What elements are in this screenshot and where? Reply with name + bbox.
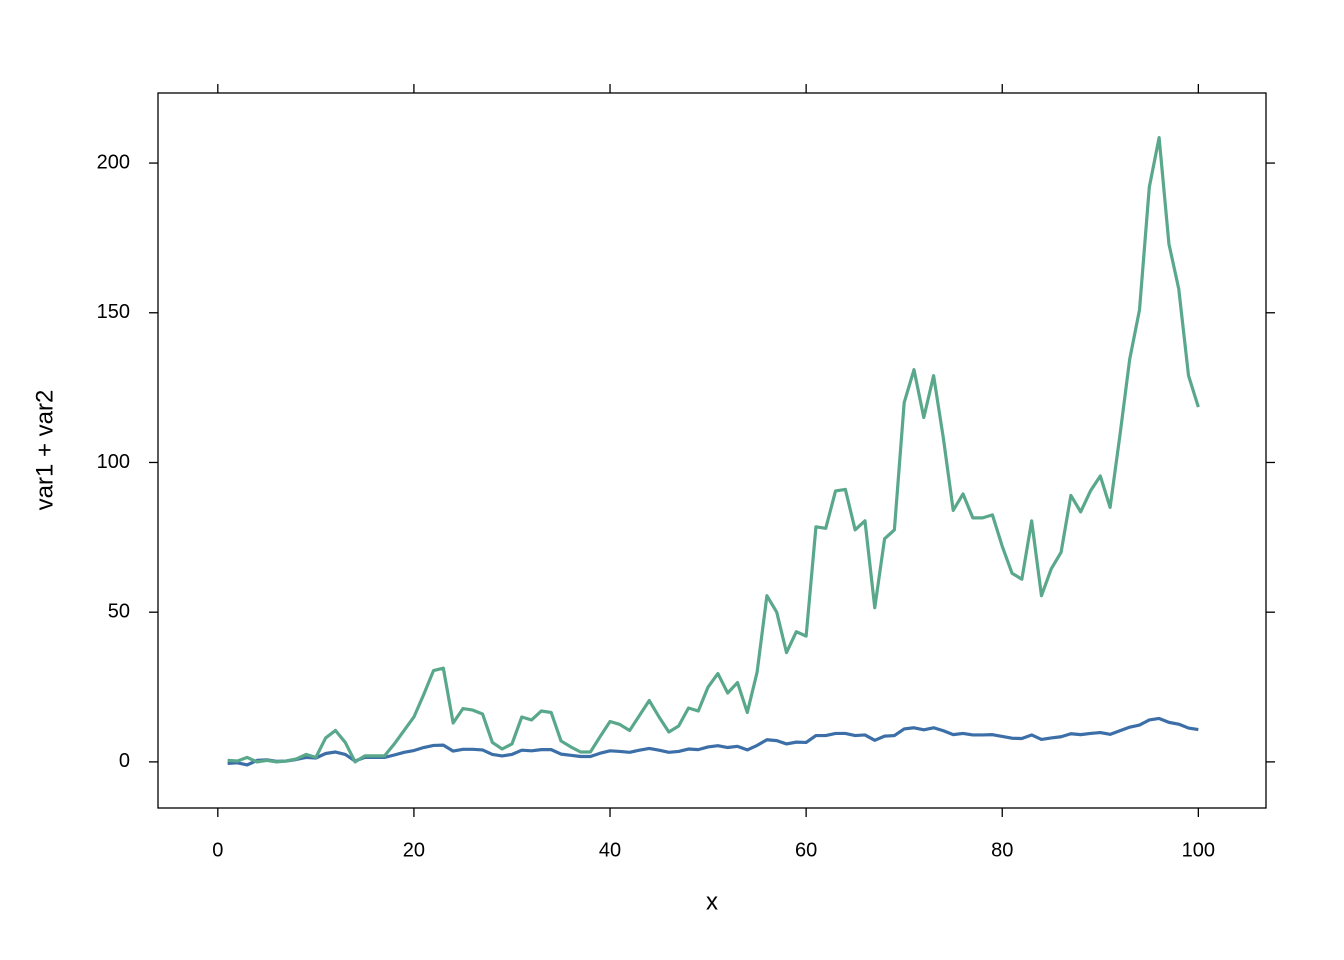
y-axis-label: var1 + var2 [31,390,58,511]
panel [157,92,1267,809]
y-tick-label: 200 [97,151,130,173]
y-tick-label: 0 [119,750,130,772]
x-tick-label: 0 [212,839,223,861]
series-line [227,716,1199,767]
y-tick-label: 50 [108,600,130,622]
x-axis-label: x [706,888,718,915]
x-tick-label: 80 [991,839,1013,861]
y-tick-label: 150 [97,301,130,323]
x-tick-label: 100 [1182,839,1215,861]
x-tick-label: 60 [795,839,817,861]
series-line [227,136,1200,764]
x-tick-label: 40 [599,839,621,861]
y-tick-label: 100 [97,451,130,473]
x-tick-label: 20 [403,839,425,861]
